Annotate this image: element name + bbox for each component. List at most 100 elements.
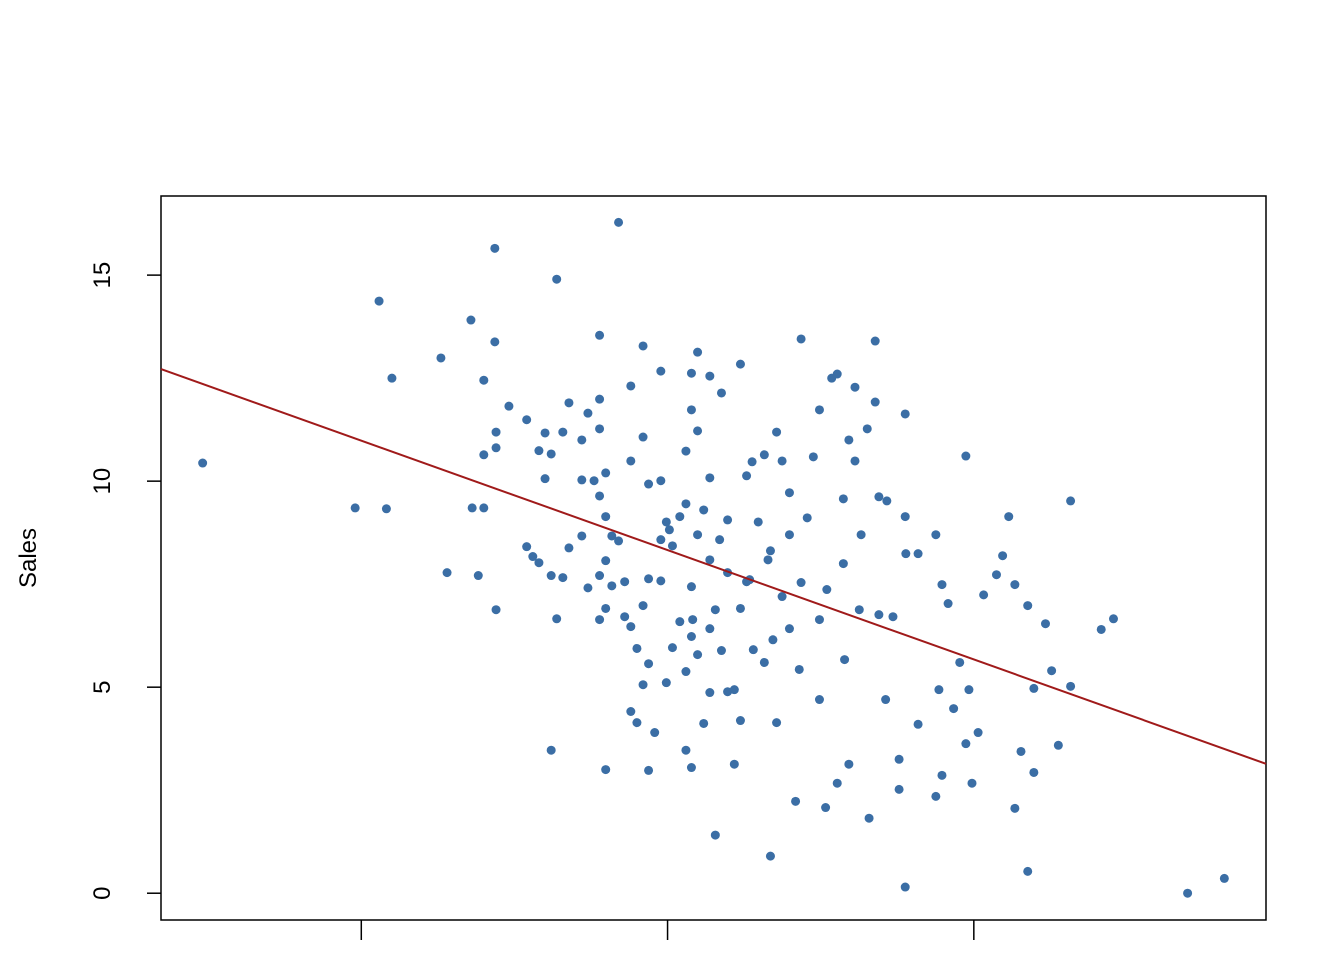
point bbox=[1053, 740, 1063, 750]
point bbox=[688, 615, 698, 625]
point bbox=[901, 549, 911, 559]
point bbox=[442, 568, 452, 578]
point bbox=[821, 803, 831, 813]
y-tick-label: 15 bbox=[89, 262, 116, 289]
point bbox=[856, 530, 866, 540]
point bbox=[716, 646, 726, 656]
point bbox=[620, 577, 630, 587]
point bbox=[1108, 614, 1118, 624]
point bbox=[626, 381, 636, 391]
point bbox=[644, 659, 654, 669]
point bbox=[626, 456, 636, 466]
point bbox=[763, 555, 773, 565]
point bbox=[705, 555, 715, 565]
point bbox=[955, 657, 965, 667]
point bbox=[607, 581, 617, 591]
point bbox=[1047, 666, 1057, 676]
point bbox=[198, 458, 208, 468]
point bbox=[961, 451, 971, 461]
point bbox=[735, 716, 745, 726]
point bbox=[850, 456, 860, 466]
point bbox=[638, 341, 648, 351]
point bbox=[558, 573, 568, 583]
point bbox=[667, 643, 677, 653]
point bbox=[661, 517, 671, 527]
point bbox=[466, 315, 476, 325]
point bbox=[1040, 619, 1050, 629]
point bbox=[374, 296, 384, 306]
y-axis-label: Sales bbox=[15, 528, 42, 588]
point bbox=[705, 688, 715, 698]
point bbox=[546, 745, 556, 755]
point bbox=[614, 217, 624, 227]
point bbox=[656, 476, 666, 486]
point bbox=[638, 680, 648, 690]
point bbox=[583, 583, 593, 593]
point bbox=[1010, 803, 1020, 813]
point bbox=[534, 446, 544, 456]
point bbox=[693, 426, 703, 436]
point bbox=[715, 535, 725, 545]
point bbox=[564, 543, 574, 553]
point bbox=[716, 388, 726, 398]
point bbox=[540, 428, 550, 438]
point bbox=[900, 512, 910, 522]
point bbox=[796, 334, 806, 344]
point bbox=[693, 530, 703, 540]
point bbox=[747, 457, 757, 467]
point bbox=[589, 476, 599, 486]
point bbox=[638, 601, 648, 611]
point bbox=[626, 622, 636, 632]
point bbox=[1219, 873, 1229, 883]
point bbox=[522, 542, 532, 552]
point bbox=[832, 369, 842, 379]
point bbox=[577, 475, 587, 485]
point bbox=[943, 599, 953, 609]
y-tick-label: 10 bbox=[89, 468, 116, 495]
point bbox=[479, 375, 489, 385]
point bbox=[844, 435, 854, 445]
point bbox=[504, 401, 514, 411]
point bbox=[854, 605, 864, 615]
point bbox=[601, 765, 611, 775]
point bbox=[832, 778, 842, 788]
point bbox=[595, 571, 605, 581]
point bbox=[681, 745, 691, 755]
point bbox=[838, 494, 848, 504]
point bbox=[1004, 512, 1014, 522]
point bbox=[784, 488, 794, 498]
point bbox=[436, 353, 446, 363]
point bbox=[894, 784, 904, 794]
point bbox=[381, 504, 391, 514]
fit-line bbox=[160, 368, 1267, 765]
point bbox=[693, 347, 703, 357]
point bbox=[601, 468, 611, 478]
point bbox=[473, 571, 483, 581]
point bbox=[840, 655, 850, 665]
point bbox=[583, 408, 593, 418]
point bbox=[681, 446, 691, 456]
point bbox=[881, 695, 891, 705]
point bbox=[601, 556, 611, 566]
point bbox=[667, 541, 677, 551]
point bbox=[710, 605, 720, 615]
point bbox=[894, 754, 904, 764]
point bbox=[661, 678, 671, 688]
point bbox=[595, 394, 605, 404]
point bbox=[620, 612, 630, 622]
point bbox=[467, 503, 477, 513]
point bbox=[802, 513, 812, 523]
y-tick-label: 5 bbox=[89, 681, 116, 694]
point bbox=[1029, 767, 1039, 777]
point bbox=[729, 685, 739, 695]
point bbox=[777, 456, 787, 466]
point bbox=[705, 371, 715, 381]
point bbox=[686, 405, 696, 415]
point bbox=[552, 614, 562, 624]
point bbox=[699, 718, 709, 728]
point bbox=[564, 398, 574, 408]
point bbox=[558, 427, 568, 437]
point bbox=[949, 704, 959, 714]
point bbox=[491, 443, 501, 453]
